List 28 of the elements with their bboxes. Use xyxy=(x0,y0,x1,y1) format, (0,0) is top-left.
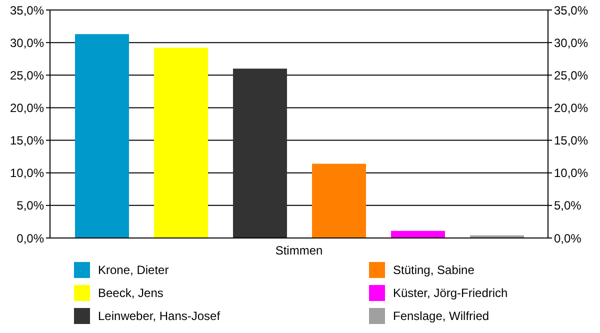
bar xyxy=(154,48,208,238)
y-tick-label: 35,0% xyxy=(10,3,44,18)
y-tick-label: 20,0% xyxy=(10,100,44,115)
bar xyxy=(233,68,287,238)
bar xyxy=(75,34,129,238)
text: 10,0% xyxy=(554,166,588,180)
text: 5,0% xyxy=(554,198,582,213)
text: 15,0% xyxy=(554,134,588,148)
text: 0,0% xyxy=(554,231,582,246)
y-tick-label: 30,0% xyxy=(10,36,44,50)
x-tick-label: Stimmen xyxy=(275,244,323,258)
bar xyxy=(312,164,366,238)
legend-label: Küster, Jörg-Friedrich xyxy=(393,286,508,300)
text: 25,0% xyxy=(554,68,588,82)
legend-label: Stüting, Sabine xyxy=(393,263,474,277)
text: 35,0% xyxy=(554,3,588,18)
y-tick-label: 15,0% xyxy=(10,134,44,148)
bar xyxy=(391,230,445,238)
y-tick-label: 25,0% xyxy=(10,68,44,82)
y-tick-label: 10,0% xyxy=(10,166,44,180)
text: 30,0% xyxy=(554,36,588,50)
legend-label: Fenslage, Wilfried xyxy=(393,309,490,323)
legend-label: Leinweber, Hans-Josef xyxy=(98,309,220,323)
text: 20,0% xyxy=(554,100,588,115)
legend-label: Krone, Dieter xyxy=(98,263,169,277)
y-tick-label: 0,0% xyxy=(16,231,44,246)
legend-label: Beeck, Jens xyxy=(98,286,164,300)
y-tick-label: 5,0% xyxy=(16,198,44,213)
